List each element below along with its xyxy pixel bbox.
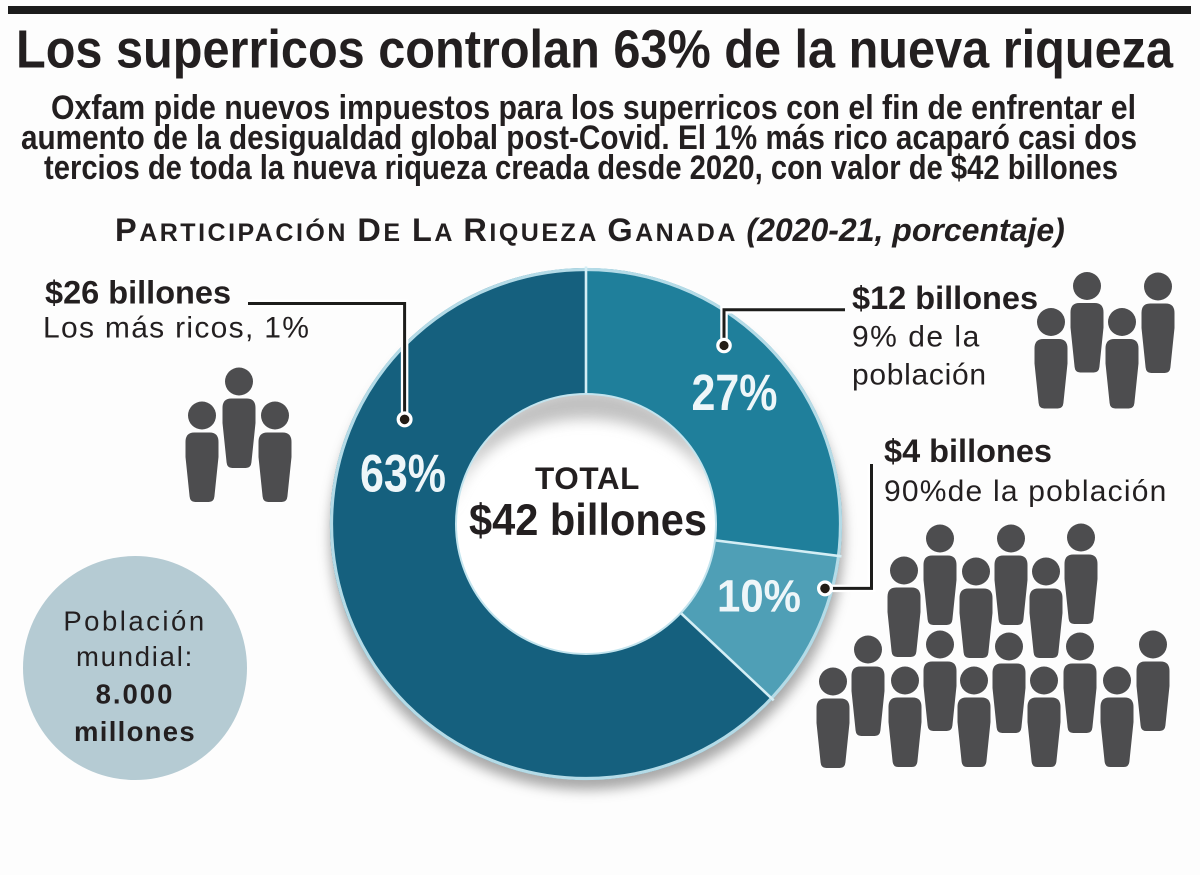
svg-text:10%: 10%	[717, 571, 801, 622]
svg-text:90%de la población: 90%de la población	[884, 475, 1167, 508]
svg-text:población: población	[852, 359, 987, 392]
svg-text:$26 billones: $26 billones	[45, 275, 231, 311]
svg-text:mundial:: mundial:	[76, 641, 194, 672]
svg-text:Población: Población	[63, 606, 206, 637]
svg-text:Los más ricos, 1%: Los más ricos, 1%	[43, 312, 310, 345]
svg-text:Oxfam pide nuevos impuestos pa: Oxfam pide nuevos impuestos para los sup…	[51, 89, 1136, 127]
svg-text:Los superricos controlan 63% d: Los superricos controlan 63% de la nueva…	[16, 20, 1174, 80]
svg-text:PARTICIPACIÓN DE LA RIQUEZA GA: PARTICIPACIÓN DE LA RIQUEZA GANADA (2020…	[115, 212, 1065, 248]
svg-text:aumento de la desigualdad glob: aumento de la desigualdad global post-Co…	[21, 119, 1137, 157]
svg-text:millones: millones	[74, 716, 196, 747]
svg-text:8.000: 8.000	[96, 679, 175, 710]
svg-text:$42 billones: $42 billones	[469, 496, 707, 545]
svg-text:63%: 63%	[360, 445, 446, 504]
svg-text:$4 billones: $4 billones	[884, 433, 1052, 469]
svg-text:tercios de toda la nueva rique: tercios de toda la nueva riqueza creada …	[44, 149, 1118, 187]
svg-text:TOTAL: TOTAL	[535, 460, 640, 496]
svg-text:$12 billones: $12 billones	[852, 280, 1038, 316]
svg-text:27%: 27%	[692, 364, 778, 421]
svg-text:9% de la: 9% de la	[852, 321, 981, 354]
